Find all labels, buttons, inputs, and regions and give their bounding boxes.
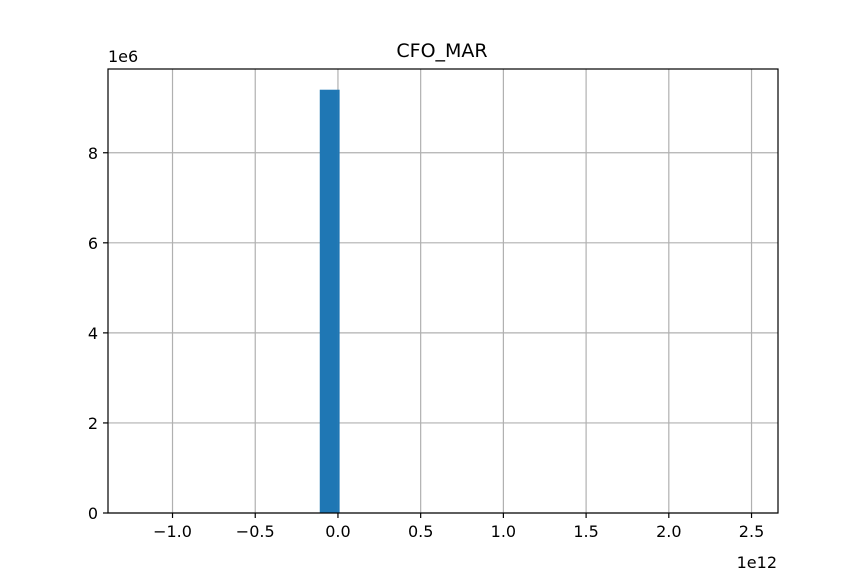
x-tick-label: 0.5: [408, 522, 433, 541]
x-axis: −1.0 −0.5 0.0 0.5 1.0 1.5 2.0 2.5: [153, 513, 764, 541]
y-offset-label: 1e6: [108, 47, 138, 66]
x-tick-label: 0.0: [325, 522, 350, 541]
x-tick-label: 2.0: [656, 522, 681, 541]
y-tick-label: 0: [88, 504, 98, 523]
chart-title: CFO_MAR: [396, 40, 487, 62]
y-tick-label: 6: [88, 234, 98, 253]
y-tick-label: 8: [88, 144, 98, 163]
x-tick-label: 1.5: [573, 522, 598, 541]
y-tick-label: 4: [88, 324, 98, 343]
y-tick-label: 2: [88, 414, 98, 433]
x-tick-label: 2.5: [739, 522, 764, 541]
x-tick-label: 1.0: [491, 522, 516, 541]
bars: [319, 89, 340, 514]
x-offset-label: 1e12: [737, 553, 777, 572]
x-tick-label: −0.5: [236, 522, 275, 541]
plot-frame: [107, 68, 779, 514]
histogram-bar: [319, 89, 338, 514]
histogram-bar: [337, 89, 340, 514]
x-tick-label: −1.0: [153, 522, 192, 541]
y-axis: 0 2 4 6 8: [88, 144, 108, 523]
